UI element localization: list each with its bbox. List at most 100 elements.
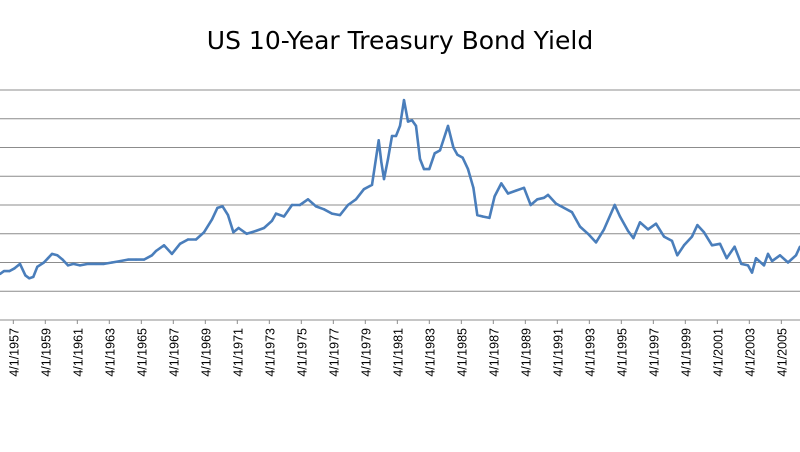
x-tick-label: 4/1/1995 xyxy=(615,328,629,377)
data-point xyxy=(50,252,54,256)
data-point xyxy=(370,183,374,187)
x-tick-label: 4/1/1961 xyxy=(71,328,85,377)
x-tick-label: 4/1/1963 xyxy=(103,328,117,377)
data-point xyxy=(762,264,766,267)
data-point xyxy=(766,252,770,256)
x-tick-label: 4/1/1993 xyxy=(583,328,597,377)
data-point xyxy=(794,254,798,257)
data-point xyxy=(298,203,302,207)
series-line-0 xyxy=(0,98,800,280)
data-point xyxy=(221,205,224,208)
data-point xyxy=(380,160,383,164)
data-point xyxy=(514,189,518,192)
x-tick-label: 4/1/1989 xyxy=(519,328,533,377)
data-point xyxy=(118,259,122,263)
gridlines xyxy=(0,89,800,292)
data-point xyxy=(696,223,699,227)
x-tick-label: 4/1/1983 xyxy=(423,328,437,377)
data-point xyxy=(66,264,70,267)
data-point xyxy=(346,203,350,207)
data-point xyxy=(56,254,59,257)
data-point xyxy=(306,198,310,201)
data-point xyxy=(632,236,635,240)
data-point xyxy=(28,277,31,280)
data-point xyxy=(690,235,694,238)
x-tick-label: 4/1/1985 xyxy=(455,328,469,377)
data-point xyxy=(338,213,342,217)
data-point xyxy=(654,222,658,225)
data-point xyxy=(270,219,274,222)
data-point xyxy=(210,218,214,221)
data-point xyxy=(72,262,75,266)
data-point xyxy=(406,120,410,123)
data-point xyxy=(150,254,154,257)
x-tick-label: 4/1/1981 xyxy=(391,328,405,377)
data-point xyxy=(493,195,496,198)
data-point xyxy=(626,229,630,233)
data-point xyxy=(682,244,686,247)
data-point xyxy=(78,264,82,267)
data-point xyxy=(602,228,606,231)
x-tick-label: 4/1/1977 xyxy=(327,328,341,377)
data-point xyxy=(18,262,22,266)
data-point xyxy=(613,203,616,207)
data-point xyxy=(142,258,146,261)
x-tick-label: 4/1/2001 xyxy=(711,328,725,377)
data-point xyxy=(390,134,394,138)
data-point xyxy=(546,193,550,197)
data-point xyxy=(452,146,455,149)
x-tick-label: 4/1/1967 xyxy=(167,328,181,377)
data-point xyxy=(638,221,642,224)
x-tick-label: 4/1/1973 xyxy=(263,328,277,377)
data-point xyxy=(126,258,130,261)
data-point xyxy=(594,241,598,244)
x-tick-label: 4/1/2003 xyxy=(743,328,757,377)
data-point xyxy=(725,257,728,260)
data-point xyxy=(578,225,582,228)
data-point xyxy=(702,231,706,234)
series-layer xyxy=(0,98,800,280)
x-tick-label: 4/1/1987 xyxy=(487,328,501,377)
data-point xyxy=(410,119,414,122)
data-point xyxy=(362,188,366,191)
x-tick-label: 4/1/2005 xyxy=(775,328,789,377)
data-point xyxy=(36,265,39,268)
data-point xyxy=(676,254,679,257)
data-point xyxy=(162,244,166,247)
data-point xyxy=(46,257,50,260)
data-point xyxy=(0,272,2,276)
data-point xyxy=(733,245,736,248)
data-point xyxy=(61,258,64,261)
data-point xyxy=(398,124,402,128)
data-point xyxy=(2,269,6,273)
data-point xyxy=(170,252,174,256)
x-tick-label: 4/1/1991 xyxy=(551,328,565,377)
data-point xyxy=(466,167,470,171)
data-point xyxy=(476,213,479,217)
data-point xyxy=(194,238,198,241)
data-point xyxy=(542,196,546,199)
data-point xyxy=(13,267,16,270)
data-point xyxy=(646,228,650,231)
data-point xyxy=(8,269,11,273)
data-point xyxy=(778,254,782,257)
data-point xyxy=(422,167,426,171)
data-point xyxy=(718,242,722,245)
x-tick-label: 4/1/1965 xyxy=(135,328,149,377)
data-point xyxy=(354,198,358,201)
data-point xyxy=(446,124,450,128)
data-point xyxy=(461,156,464,159)
data-point xyxy=(746,264,750,267)
data-point xyxy=(94,262,98,266)
data-point xyxy=(481,215,484,218)
data-point xyxy=(245,232,248,235)
x-tick-label: 4/1/1997 xyxy=(647,328,661,377)
data-point xyxy=(382,177,386,181)
data-point xyxy=(254,229,258,233)
data-point xyxy=(314,205,318,208)
data-point xyxy=(522,186,526,189)
data-point xyxy=(290,203,294,207)
data-point xyxy=(710,244,714,247)
data-point xyxy=(529,203,532,207)
